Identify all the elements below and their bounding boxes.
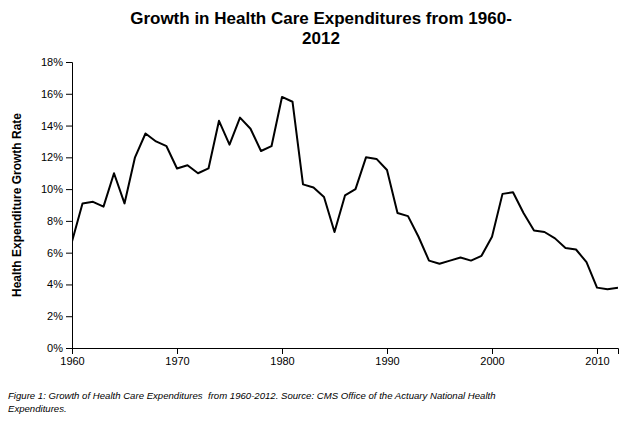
tick: 14%	[41, 120, 72, 132]
tick-label: 0%	[47, 342, 63, 354]
tick: 2000	[480, 348, 504, 367]
y-axis-label: Health Expenditure Growth Rate	[10, 113, 24, 297]
tick-label: 1980	[270, 355, 294, 367]
tick-mark	[66, 157, 72, 158]
axis-line	[73, 349, 619, 355]
tick-label: 12%	[41, 151, 63, 163]
tick-mark	[66, 253, 72, 254]
tick-label: 1960	[60, 355, 84, 367]
marks	[72, 97, 618, 289]
caption-line: Figure 1: Growth of Health Care Expendit…	[8, 390, 496, 401]
tick: 1980	[270, 348, 294, 367]
tick-label: 14%	[41, 120, 63, 132]
tick: 2%	[47, 310, 72, 322]
tick: 12%	[41, 151, 72, 163]
tick-mark	[66, 94, 72, 95]
tick-label: 2%	[47, 310, 63, 322]
tick-mark	[66, 189, 72, 190]
title-line: Growth in Health Care Expenditures from …	[130, 9, 512, 28]
tick-label: 16%	[41, 88, 63, 100]
tick: 4%	[47, 278, 72, 290]
caption: Figure 1: Growth of Health Care Expendit…	[8, 390, 496, 414]
tick-mark	[282, 348, 283, 354]
tick-mark	[387, 348, 388, 354]
plot: 1960 1970 1980 1990 2000 2010 0% 2% 4% 6% 8% 10% 12%…	[41, 56, 619, 367]
y-axis: 0% 2% 4% 6% 8% 10% 12% 14% 16% 18%	[41, 56, 73, 354]
tick-label: 10%	[41, 183, 63, 195]
tick-mark	[492, 348, 493, 354]
tick: 6%	[47, 247, 72, 259]
tick: 0%	[47, 342, 72, 354]
tick-mark	[66, 126, 72, 127]
tick-label: 2010	[585, 355, 609, 367]
tick: 18%	[41, 56, 72, 68]
x-axis: 1960 1970 1980 1990 2000 2010	[60, 348, 618, 367]
tick: 16%	[41, 88, 72, 100]
tick-mark	[66, 284, 72, 285]
tick-mark	[66, 221, 72, 222]
tick-label: 2000	[480, 355, 504, 367]
tick: 1990	[375, 348, 399, 367]
title-line: 2012	[302, 29, 340, 48]
tick-label: 1990	[375, 355, 399, 367]
chart: Growth in Health Care Expenditures from …	[0, 0, 642, 422]
tick-label: 8%	[47, 215, 63, 227]
tick-label: 1970	[165, 355, 189, 367]
tick-mark	[66, 348, 72, 349]
caption-line: Expenditures.	[8, 403, 67, 414]
tick: 2010	[585, 348, 609, 367]
line	[72, 97, 618, 289]
title: Growth in Health Care Expenditures from …	[130, 9, 512, 48]
tick-label: 18%	[41, 56, 63, 68]
tick-mark	[177, 348, 178, 354]
tick: 8%	[47, 215, 72, 227]
axis-line	[66, 63, 73, 349]
tick-mark	[66, 62, 72, 63]
tick-mark	[597, 348, 598, 354]
tick-label: 4%	[47, 278, 63, 290]
tick: 1970	[165, 348, 189, 367]
tick: 10%	[41, 183, 72, 195]
tick-mark	[66, 316, 72, 317]
tick-label: 6%	[47, 247, 63, 259]
tick: 1960	[60, 348, 84, 367]
